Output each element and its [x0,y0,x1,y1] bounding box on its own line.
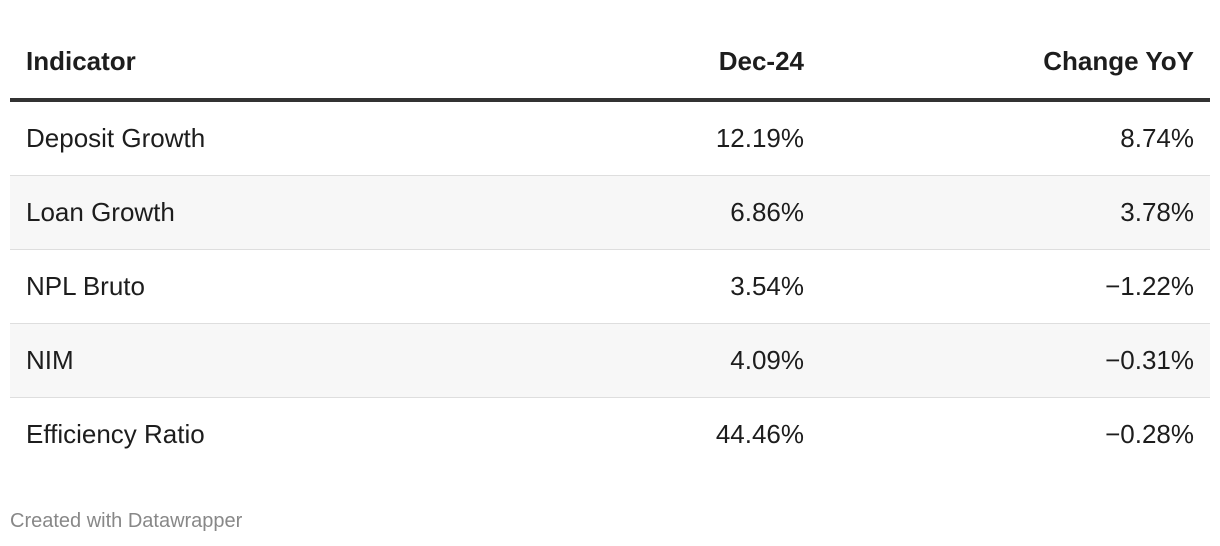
table-row: Deposit Growth 12.19% 8.74% [10,100,1210,176]
data-table-container: Indicator Dec-24 Change YoY Deposit Grow… [10,24,1210,471]
table-header-row: Indicator Dec-24 Change YoY [10,24,1210,102]
header-dec-24[interactable]: Dec-24 [430,24,820,102]
cell-dec-24: 44.46% [715,419,804,449]
cell-change-yoy: −1.22% [820,249,1210,324]
table-row: NIM 4.09% −0.31% [10,323,1210,398]
cell-change-yoy: −0.31% [820,323,1210,398]
table-row: Loan Growth 6.86% 3.78% [10,175,1210,250]
cell-change-yoy: −0.28% [1105,419,1194,449]
cell-change-yoy: 8.74% [820,100,1210,176]
cell-indicator: Deposit Growth [10,100,430,176]
cell-indicator: Loan Growth [10,175,430,250]
cell-dec-24: 6.86% [430,175,820,250]
indicator-table: Indicator Dec-24 Change YoY Deposit Grow… [10,24,1210,471]
table-row: Efficiency Ratio 44.46% −0.28% [10,398,1210,472]
cell-dec-24: 3.54% [430,249,820,324]
cell-indicator: NIM [10,323,430,398]
cell-dec-24: 4.09% [430,323,820,398]
header-indicator[interactable]: Indicator [10,24,430,102]
cell-change-yoy: 3.78% [820,175,1210,250]
datawrapper-credit[interactable]: Created with Datawrapper [10,510,243,532]
cell-indicator: Efficiency Ratio [26,419,205,449]
cell-indicator: NPL Bruto [10,249,430,324]
table-row: NPL Bruto 3.54% −1.22% [10,249,1210,324]
header-change-yoy[interactable]: Change YoY [820,24,1210,102]
cell-dec-24: 12.19% [430,100,820,176]
